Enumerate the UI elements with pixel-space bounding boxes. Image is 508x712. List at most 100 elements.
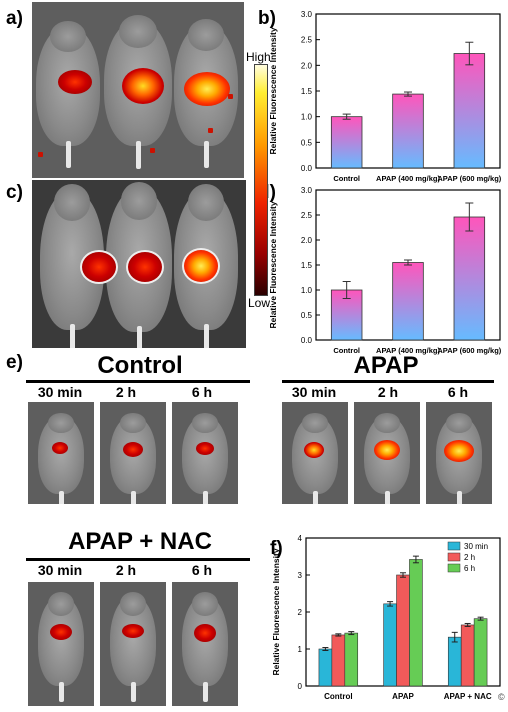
fluorescence-signal bbox=[374, 440, 400, 460]
fluorescence-signal bbox=[182, 248, 220, 284]
time-label: 30 min bbox=[291, 384, 337, 400]
bar bbox=[396, 574, 410, 687]
mouse-image-control-6h bbox=[172, 402, 238, 504]
y-tick-label: 3.0 bbox=[301, 186, 313, 195]
x-tick-label: APAP (600 mg/kg) bbox=[437, 174, 501, 183]
mouse-image-apap-6h bbox=[426, 402, 492, 504]
panel-label-c: c) bbox=[6, 182, 23, 203]
fluorescence-signal bbox=[184, 72, 230, 106]
y-tick-label: 1.5 bbox=[301, 261, 313, 270]
fluorescence-signal bbox=[194, 624, 216, 642]
mouse-body bbox=[38, 412, 84, 504]
mouse-image-a bbox=[32, 2, 244, 178]
bar bbox=[392, 262, 424, 341]
y-tick-label: 1.0 bbox=[301, 113, 313, 122]
mouse-body bbox=[182, 412, 228, 504]
time-label: 2 h bbox=[115, 384, 137, 400]
y-tick-label: 3 bbox=[298, 571, 303, 580]
grouped-bar-chart-f: 0 1 2 3 4 Control APAP APAP + NAC 30 min 2 h 6 h Re… bbox=[271, 534, 501, 701]
bar bbox=[344, 632, 359, 687]
mouse-body bbox=[110, 592, 156, 703]
mouse-body bbox=[364, 412, 410, 504]
fluorescence-signal bbox=[122, 624, 144, 638]
y-tick-label: 0.5 bbox=[301, 311, 313, 320]
legend-swatch bbox=[447, 541, 461, 551]
fluorescence-signal bbox=[122, 68, 164, 104]
bar-chart-d: 0.0 0.5 1.0 1.5 2.0 2.5 3.0 Control APAP (400 mg… bbox=[268, 186, 502, 355]
colorbar bbox=[254, 64, 268, 296]
y-axis-label: Relative Fluorescence Intensity bbox=[268, 27, 278, 154]
mouse-image-apap-2h bbox=[354, 402, 420, 504]
bar bbox=[392, 93, 424, 169]
y-tick-label: 0.5 bbox=[301, 138, 313, 147]
fluorescence-signal bbox=[444, 440, 474, 462]
y-tick-label: 4 bbox=[298, 534, 303, 543]
fluorescence-signal bbox=[80, 250, 118, 284]
x-tick-label: Control bbox=[324, 692, 352, 701]
time-label: 30 min bbox=[37, 562, 83, 578]
bar bbox=[447, 636, 462, 687]
bar bbox=[383, 603, 397, 687]
panel-label-a: a) bbox=[6, 8, 23, 29]
fluorescence-signal bbox=[50, 624, 72, 640]
bar bbox=[453, 216, 486, 341]
y-tick-label: 0 bbox=[298, 682, 303, 691]
time-label: 6 h bbox=[191, 562, 213, 578]
group-title-control: Control bbox=[97, 352, 183, 379]
group-title-apap-nac: APAP + NAC bbox=[68, 528, 212, 555]
bar bbox=[318, 648, 333, 687]
x-tick-label: Control bbox=[333, 346, 360, 355]
panel-label-b: b) bbox=[258, 8, 276, 29]
y-axis-label: Relative Fluorescence Intensity bbox=[268, 201, 278, 328]
colorbar-low-label: Low bbox=[248, 296, 271, 310]
bar bbox=[473, 618, 488, 687]
time-label: 2 h bbox=[115, 562, 137, 578]
mouse-body bbox=[436, 412, 482, 504]
bar bbox=[460, 624, 475, 687]
fluorescence-signal bbox=[304, 442, 324, 458]
y-tick-label: 2.0 bbox=[301, 236, 313, 245]
y-tick-label: 0.0 bbox=[301, 336, 313, 345]
x-tick-label: APAP bbox=[392, 692, 414, 701]
mouse-image-apapnac-30min bbox=[28, 582, 94, 706]
y-tick-label: 3.0 bbox=[301, 10, 313, 19]
colorbar-high-label: High bbox=[246, 50, 271, 64]
fluorescence-signal bbox=[58, 70, 92, 94]
mouse-image-apap-30min bbox=[282, 402, 348, 504]
panel-label-f: f) bbox=[270, 538, 283, 559]
bar-chart-b: 0.0 0.5 1.0 1.5 2.0 2.5 3.0 Control APAP (400 mg… bbox=[268, 10, 502, 183]
x-tick-label: APAP (600 mg/kg) bbox=[437, 346, 501, 355]
mouse-image-control-30min bbox=[28, 402, 94, 504]
fluorescence-signal bbox=[123, 442, 143, 457]
panel-label-e: e) bbox=[6, 352, 23, 373]
legend-label: 2 h bbox=[464, 553, 475, 562]
mouse-image-control-2h bbox=[100, 402, 166, 504]
legend-swatch bbox=[447, 563, 461, 573]
mouse-image-c bbox=[32, 180, 246, 348]
bar bbox=[331, 634, 346, 687]
y-tick-label: 1.5 bbox=[301, 87, 313, 96]
bar bbox=[409, 559, 423, 687]
x-tick-label: Control bbox=[333, 174, 360, 183]
y-tick-label: 2.0 bbox=[301, 61, 313, 70]
fluorescence-signal bbox=[126, 250, 164, 284]
group-title-apap: APAP bbox=[353, 352, 419, 379]
time-label: 2 h bbox=[377, 384, 399, 400]
legend-label: 30 min bbox=[464, 542, 488, 551]
y-tick-label: 2.5 bbox=[301, 36, 313, 45]
x-tick-label: APAP (400 mg/kg) bbox=[376, 346, 440, 355]
time-label: 6 h bbox=[191, 384, 213, 400]
mouse-image-apapnac-2h bbox=[100, 582, 166, 706]
y-tick-label: 0.0 bbox=[301, 164, 313, 173]
legend-swatch bbox=[447, 552, 461, 562]
mouse-body bbox=[38, 592, 84, 703]
y-tick-label: 2 bbox=[298, 608, 303, 617]
group-divider bbox=[282, 380, 494, 383]
group-divider bbox=[26, 380, 250, 383]
mouse-image-apapnac-6h bbox=[172, 582, 238, 706]
x-tick-label: APAP + NAC bbox=[444, 692, 492, 701]
fluorescence-signal bbox=[52, 442, 68, 454]
y-tick-label: 2.5 bbox=[301, 211, 313, 220]
corner-mark: © bbox=[498, 692, 505, 702]
y-tick-label: 1.0 bbox=[301, 286, 313, 295]
